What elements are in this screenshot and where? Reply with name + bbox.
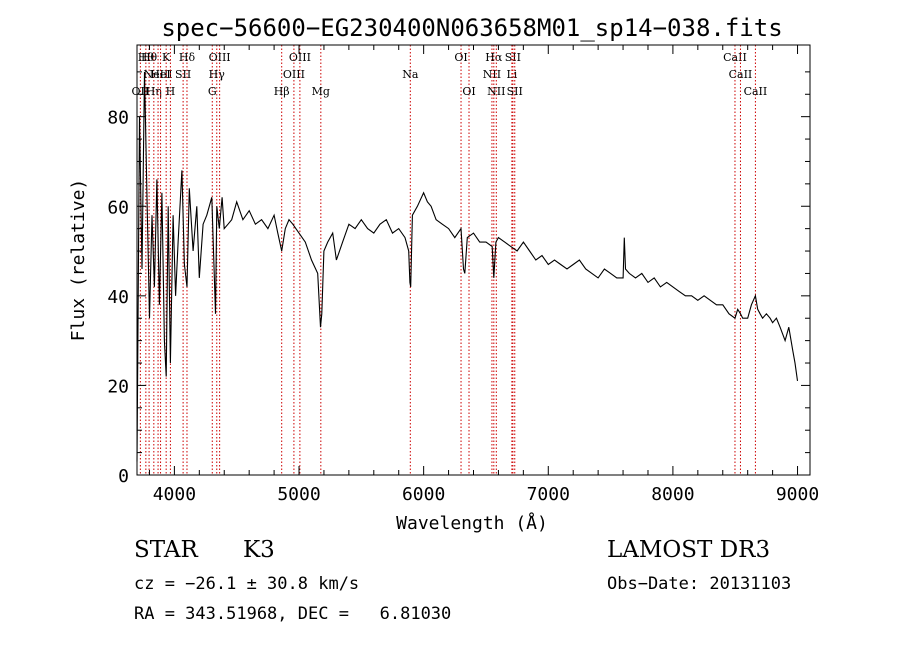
cz-value: cz = −26.1 ± 30.8 km/s — [134, 574, 360, 594]
line-marker-label: H — [166, 85, 176, 98]
y-tick-label: 80 — [107, 108, 129, 129]
line-marker-label: Hη — [146, 85, 162, 98]
line-marker-label: Hδ — [179, 51, 196, 64]
line-marker-label: OIII — [283, 68, 305, 81]
line-marker-label: NII — [487, 85, 505, 98]
line-marker-label: HeI — [150, 68, 170, 81]
chart-title: spec−56600−EG230400N063658M01_sp14−038.f… — [161, 14, 782, 42]
line-marker-label: Hθ — [141, 51, 158, 64]
object-class-label: STAR — [134, 537, 198, 563]
line-marker-label: NeIII — [143, 68, 172, 81]
spectral-line-markers: OIIHθHθHηNeIIIHeIKHSIIHδGHγOIIIHβOIIIOII… — [132, 45, 768, 475]
line-marker-label: Mg — [312, 85, 330, 98]
x-axis-label: Wavelength (Å) — [396, 512, 548, 534]
x-tick-label: 6000 — [402, 484, 445, 505]
line-marker-label: Hβ — [274, 85, 290, 98]
line-marker-label: OIII — [209, 51, 231, 64]
y-tick-label: 0 — [118, 466, 129, 487]
line-marker-label: OI — [462, 85, 475, 98]
line-marker-label: CaII — [729, 68, 753, 81]
subclass: K3 — [243, 537, 275, 563]
y-tick-label: 40 — [107, 287, 129, 308]
survey: LAMOST DR3 — [607, 537, 771, 563]
subclass-label: K3 — [243, 537, 275, 563]
x-tick-label: 9000 — [776, 484, 819, 505]
line-marker-label: G — [208, 85, 217, 98]
x-axis: 4000 5000 6000 7000 8000 9000 — [148, 45, 819, 505]
x-tick-label: 4000 — [153, 484, 196, 505]
x-tick-label: 8000 — [651, 484, 694, 505]
line-marker-label: Na — [402, 68, 419, 81]
line-marker-label: CaII — [723, 51, 747, 64]
obs-date: Obs−Date: 20131103 — [607, 574, 792, 594]
y-axis-label: Flux (relative) — [68, 179, 89, 342]
y-tick-label: 20 — [107, 376, 129, 397]
object-class: STAR — [134, 537, 198, 563]
obs-date-label: Obs−Date: 20131103 — [607, 574, 791, 594]
y-axis: 0 20 40 60 80 — [107, 71, 810, 487]
cz-label: cz = −26.1 ± 30.8 km/s — [134, 574, 359, 594]
x-tick-label: 7000 — [527, 484, 570, 505]
survey-label: LAMOST DR3 — [607, 537, 770, 563]
line-marker-label: Hθ — [138, 51, 155, 64]
line-marker-label: OIII — [289, 51, 311, 64]
spectrum-series-line — [136, 71, 799, 462]
line-marker-label: SII — [175, 68, 191, 81]
line-marker-label: CaII — [744, 85, 768, 98]
line-marker-label: Hα — [485, 51, 503, 64]
line-marker-label: Hγ — [209, 68, 226, 81]
plot-frame — [136, 44, 811, 476]
line-marker-label: OI — [454, 51, 467, 64]
line-marker-label: SII — [505, 51, 521, 64]
coordinates-label: RA = 343.51968, DEC = 6.81030 — [134, 604, 451, 624]
line-marker-label: NII — [483, 68, 501, 81]
y-tick-label: 60 — [107, 197, 129, 218]
x-tick-label: 5000 — [277, 484, 320, 505]
line-marker-label: K — [162, 51, 171, 64]
line-marker-label: SII — [507, 85, 523, 98]
coordinates: RA = 343.51968, DEC = 6.81030 — [134, 604, 452, 624]
line-marker-label: Li — [506, 68, 517, 81]
